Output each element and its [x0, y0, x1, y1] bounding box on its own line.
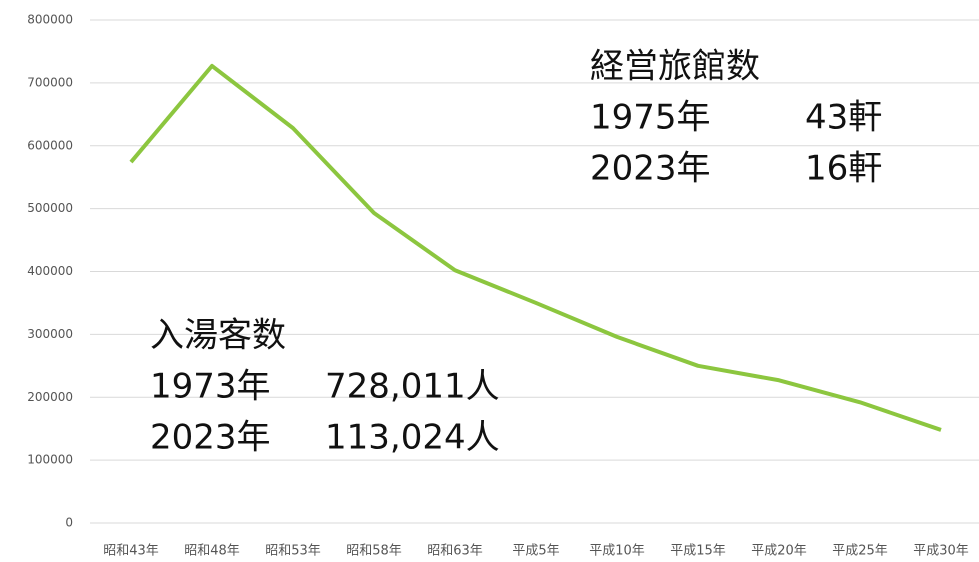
annotation-value: 16軒	[805, 149, 882, 189]
x-tick-label: 昭和58年	[346, 544, 402, 559]
x-tick-label: 昭和53年	[265, 544, 321, 559]
x-tick-label: 平成5年	[512, 544, 559, 559]
annotation-title: 経営旅館数	[590, 47, 760, 87]
x-tick-label: 昭和43年	[103, 544, 159, 559]
y-tick-label: 0	[65, 516, 73, 530]
x-tick-label: 昭和48年	[184, 544, 240, 559]
y-tick-label: 700000	[27, 75, 73, 89]
y-tick-label: 500000	[27, 201, 73, 215]
annotation-value: 728,011人	[325, 367, 500, 407]
annotation-title: 入湯客数	[150, 316, 286, 356]
y-tick-label: 100000	[27, 453, 73, 467]
annotation-year: 1975年	[590, 98, 711, 138]
annotation-value: 43軒	[805, 98, 882, 138]
y-tick-label: 300000	[27, 327, 73, 341]
y-tick-label: 200000	[27, 390, 73, 404]
x-tick-label: 昭和63年	[427, 544, 483, 559]
y-tick-label: 400000	[27, 264, 73, 278]
x-tick-label: 平成25年	[832, 544, 888, 559]
annotation-year: 2023年	[590, 149, 711, 189]
x-tick-label: 平成15年	[670, 544, 726, 559]
y-tick-label: 600000	[27, 138, 73, 152]
line	[129, 63, 942, 432]
x-tick-label: 平成30年	[913, 544, 969, 559]
annotation-value: 113,024人	[325, 418, 500, 458]
annotation-year: 1973年	[150, 367, 271, 407]
x-tick-label: 平成20年	[751, 544, 807, 559]
x-tick-label: 平成10年	[589, 544, 645, 559]
y-tick-label: 800000	[27, 13, 73, 27]
annotation-year: 2023年	[150, 418, 271, 458]
